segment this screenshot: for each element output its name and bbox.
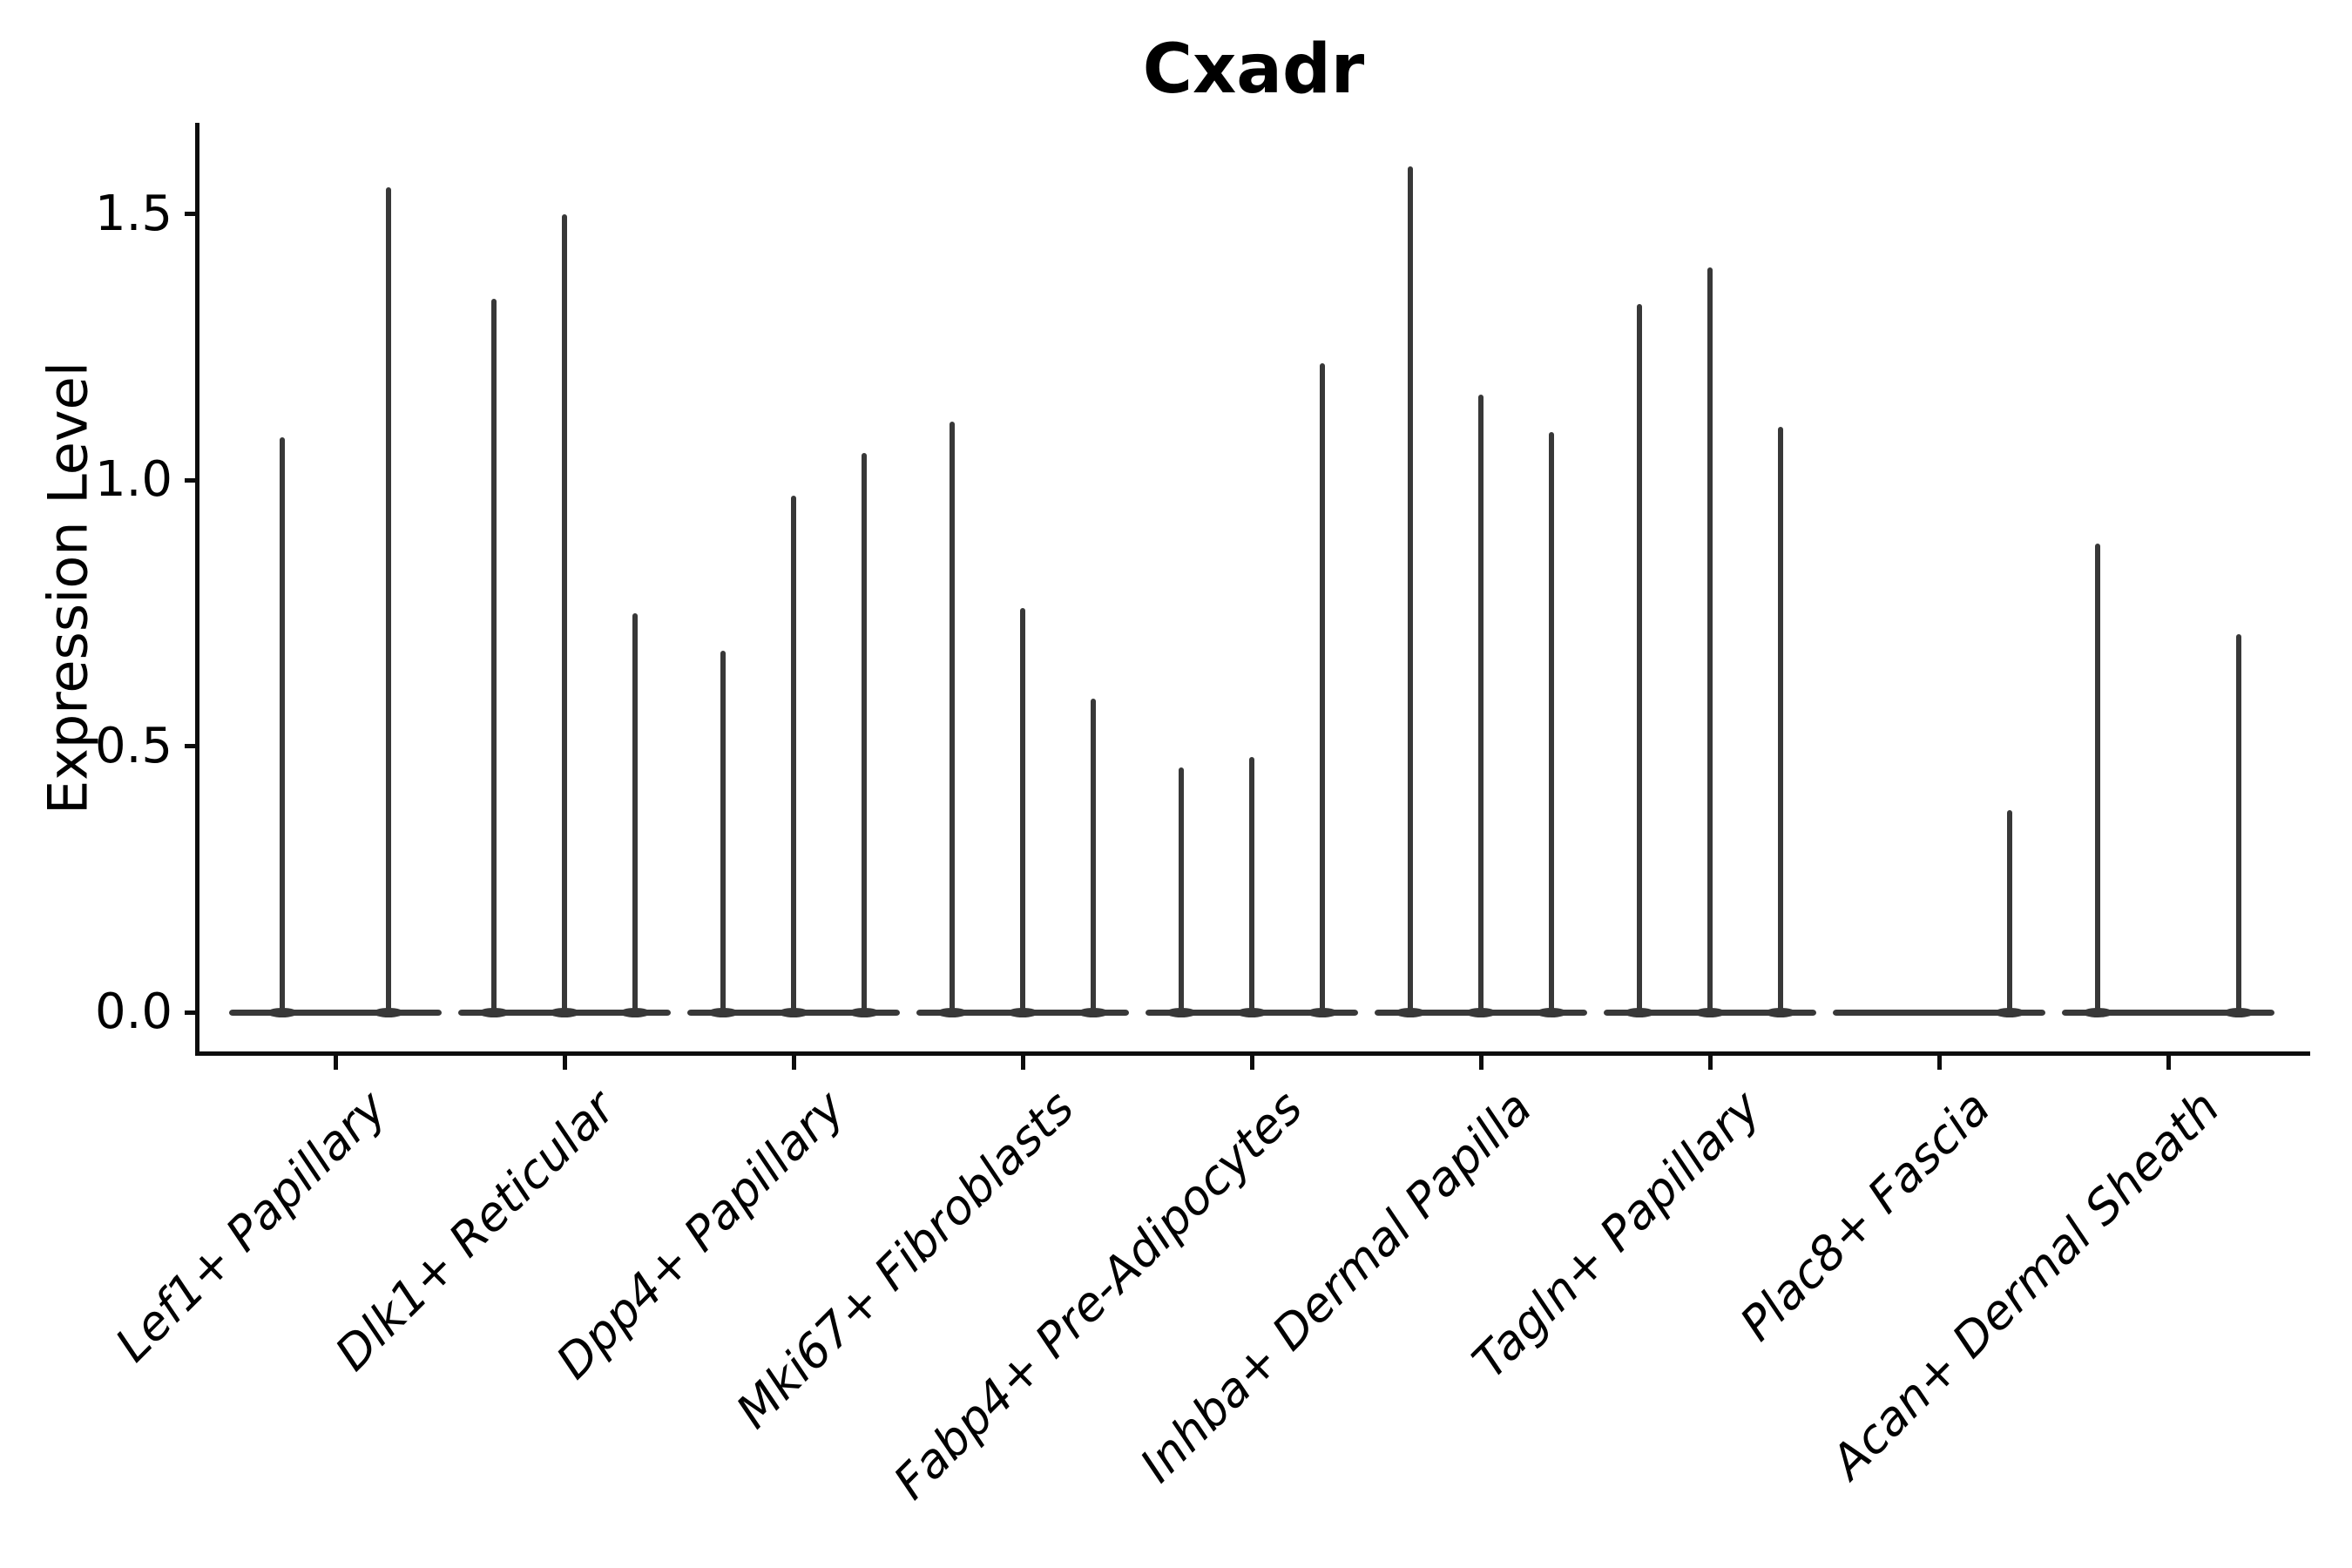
violin-foot (1694, 1007, 1726, 1017)
violin-spike (1778, 426, 1784, 1012)
x-tick-mark (1020, 1056, 1025, 1070)
x-tick-mark (791, 1056, 796, 1070)
y-tick-label: 1.5 (94, 185, 172, 242)
violin-foot (778, 1007, 809, 1017)
violin-base (229, 1009, 442, 1016)
violin-spike (1249, 756, 1254, 1012)
x-axis-spine (195, 1051, 2310, 1056)
violin-spike (720, 650, 726, 1012)
violin-spike (386, 186, 391, 1012)
violin-foot (1765, 1007, 1797, 1017)
y-tick-label: 1.0 (94, 451, 172, 508)
violin-base (1833, 1009, 2045, 1016)
violin-spike (1320, 362, 1326, 1012)
violin-foot (549, 1007, 580, 1017)
x-tick-label: Acan+ Dermal Sheath (1820, 1079, 2230, 1490)
y-tick-mark (185, 212, 197, 216)
violin-foot (1307, 1007, 1339, 1017)
x-tick-mark (1707, 1056, 1713, 1070)
x-tick-label: Inhba+ Dermal Papilla (1129, 1079, 1543, 1493)
violin-spike (1407, 166, 1413, 1012)
y-tick-label: 0.5 (94, 717, 172, 774)
violin-spike (949, 421, 955, 1012)
x-tick-mark (562, 1056, 567, 1070)
violin-spike (2007, 809, 2013, 1012)
violin-foot (373, 1007, 404, 1017)
violin-foot (1165, 1007, 1197, 1017)
x-tick-label: Fabp4+ Pre-Adipocytes (883, 1079, 1314, 1511)
x-tick-mark (1478, 1056, 1484, 1070)
violin-spike (862, 453, 868, 1012)
x-tick-label: Plac8+ Fascia (1729, 1079, 2001, 1352)
violin-foot (2081, 1007, 2113, 1017)
violin-spike (1636, 304, 1642, 1012)
violin-foot (1394, 1007, 1426, 1017)
y-tick-label: 0.0 (94, 983, 172, 1040)
violin-spike (1020, 607, 1025, 1012)
y-axis-spine (195, 123, 199, 1056)
x-tick-mark (333, 1056, 338, 1070)
x-tick-mark (1936, 1056, 1942, 1070)
violin-spike (280, 437, 285, 1012)
violin-foot (1536, 1007, 1568, 1017)
violin-foot (848, 1007, 881, 1017)
violin-spike (1549, 432, 1555, 1012)
violin-foot (706, 1007, 739, 1017)
violin-spike (562, 213, 567, 1012)
violin-foot (1078, 1007, 1110, 1017)
violin-spike (490, 299, 497, 1012)
violin-foot (2223, 1007, 2255, 1017)
violin-foot (1623, 1007, 1655, 1017)
violin-spike (632, 612, 639, 1012)
violin-foot (477, 1007, 510, 1017)
violin-foot (1994, 1007, 2026, 1017)
violin-spike (2236, 634, 2242, 1012)
violin-spike (1478, 395, 1484, 1012)
violin-foot (936, 1007, 968, 1017)
y-tick-mark (185, 1010, 197, 1015)
y-tick-mark (185, 477, 197, 483)
violin-base (2062, 1009, 2274, 1016)
x-tick-mark (2166, 1056, 2171, 1070)
violin-spike (1091, 698, 1097, 1012)
y-tick-mark (185, 744, 197, 748)
violin-foot (619, 1007, 652, 1017)
violin-spike (1178, 767, 1184, 1012)
violin-foot (1236, 1007, 1267, 1017)
violin-foot (1465, 1007, 1497, 1017)
violin-spike (2094, 544, 2100, 1012)
x-tick-mark (1249, 1056, 1254, 1070)
violin-spike (791, 496, 796, 1012)
violin-foot (1007, 1007, 1038, 1017)
plot-title: Cxadr (1142, 30, 1365, 109)
violin-foot (267, 1007, 298, 1017)
violin-spike (1707, 267, 1713, 1012)
